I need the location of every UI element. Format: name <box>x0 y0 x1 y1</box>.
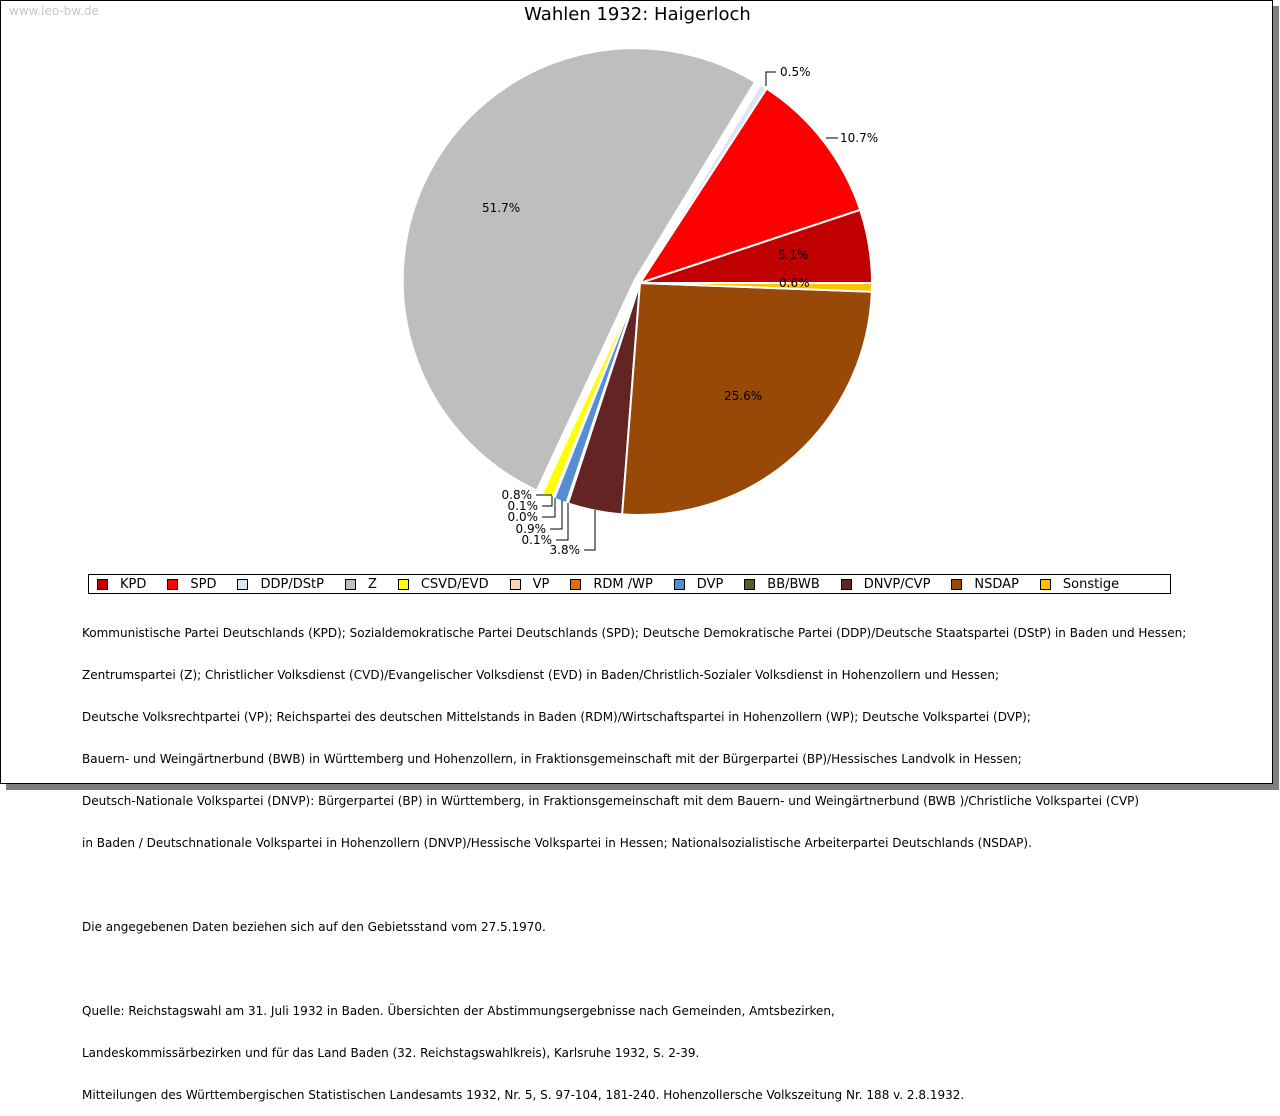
legend-label: Z <box>367 576 377 592</box>
note-parties-2: Deutsche Volksrechtpartei (VP); Reichspa… <box>82 710 1031 724</box>
note-source-0: Quelle: Reichstagswahl am 31. Juli 1932 … <box>82 1004 835 1018</box>
leader-line <box>556 503 569 541</box>
data-label-sonstige: 0.6% <box>779 276 810 290</box>
legend-swatch <box>744 578 756 590</box>
legend-swatch <box>397 578 409 590</box>
legend-item: VP <box>509 576 550 592</box>
data-label-csvd-evd: 0.8% <box>502 488 533 502</box>
legend-label: Sonstige <box>1062 576 1120 592</box>
note-parties-3: Bauern- und Weingärtnerbund (BWB) in Wür… <box>82 752 1022 766</box>
legend-item: CSVD/EVD <box>397 576 489 592</box>
legend-item: RDM /WP <box>570 576 653 592</box>
pie-slice-ddp-dstp <box>639 83 768 284</box>
note-source-1: Landeskommissärbezirken und für das Land… <box>82 1046 700 1060</box>
data-label-vp: 0.1% <box>508 499 539 513</box>
legend-swatch <box>237 578 249 590</box>
note-parties-1: Zentrumspartei (Z); Christlicher Volksdi… <box>82 668 1000 682</box>
legend-item: BB/BWB <box>744 576 820 592</box>
data-label-ddp-dstp: 0.5% <box>780 65 811 79</box>
legend-swatch <box>167 578 179 590</box>
data-label-kpd: 5.1% <box>778 248 809 262</box>
note-parties-5: in Baden / Deutschnationale Volkspartei … <box>82 836 1032 850</box>
data-label-dnvp-cvp: 3.8% <box>550 543 581 557</box>
legend-swatch <box>840 578 852 590</box>
data-label-rdm-wp: 0.0% <box>508 510 539 524</box>
legend-label: DDP/DStP <box>260 576 324 592</box>
legend-item: DDP/DStP <box>237 576 324 592</box>
legend-swatch <box>673 578 685 590</box>
legend-item: DVP <box>673 576 724 592</box>
chart-title: Wahlen 1932: Haigerloch <box>524 4 751 25</box>
legend-item: DNVP/CVP <box>840 576 931 592</box>
note-parties-0: Kommunistische Partei Deutschlands (KPD)… <box>82 626 1187 640</box>
legend-swatch <box>344 578 356 590</box>
legend-label: RDM /WP <box>593 576 653 592</box>
data-label-bb-bwb: 0.1% <box>522 533 553 547</box>
leader-line <box>550 500 563 530</box>
leader-line <box>542 496 553 507</box>
data-label-spd: 10.7% <box>840 131 878 145</box>
pie-slice-spd <box>637 87 862 285</box>
legend-label: CSVD/EVD <box>420 576 489 592</box>
footnotes: Kommunistische Partei Deutschlands (KPD)… <box>82 598 1186 1116</box>
legend-label: SPD <box>190 576 217 592</box>
legend-label: NSDAP <box>974 576 1019 592</box>
legend-item: NSDAP <box>951 577 1019 592</box>
pie-slice-nsdap <box>621 281 873 516</box>
data-label-nsdap: 25.6% <box>724 389 762 403</box>
legend-item: Z <box>344 576 377 592</box>
legend-swatch <box>1039 578 1051 590</box>
leader-line <box>584 510 596 551</box>
legend-label: DNVP/CVP <box>863 576 931 592</box>
pie-slice-z <box>401 47 757 492</box>
legend-swatch <box>951 578 963 590</box>
legend-label: DVP <box>696 576 724 592</box>
leader-line <box>765 71 776 86</box>
pie-slice-sonstige <box>639 282 874 293</box>
note-parties-4: Deutsch-Nationale Volkspartei (DNVP): Bü… <box>82 794 1140 808</box>
pie-chart: 5.1%10.7%0.5%51.7%0.8%0.1%0.0%0.9%0.1%3.… <box>401 47 878 557</box>
legend-swatch <box>509 578 521 590</box>
legend-swatch <box>97 578 108 590</box>
data-label-dvp: 0.9% <box>516 522 547 536</box>
legend-swatch <box>570 578 582 590</box>
legend-item: SPD <box>167 577 216 592</box>
data-label-z: 51.7% <box>482 201 520 215</box>
legend-item: KPD <box>97 577 146 592</box>
watermark: www.leo-bw.de <box>9 4 99 18</box>
legend: KPD SPD DDP/DStP Z CSVD/EVD VP RDM /WP DVP BB/BW… <box>88 574 1171 594</box>
note-source-2: Mitteilungen des Württembergischen Stati… <box>82 1088 965 1102</box>
legend-label: BB/BWB <box>767 576 820 592</box>
legend-label: KPD <box>120 576 147 592</box>
leader-line <box>542 498 556 518</box>
legend-label: VP <box>532 576 550 592</box>
legend-item: Sonstige <box>1039 576 1120 592</box>
note-territory: Die angegebenen Daten beziehen sich auf … <box>82 920 546 934</box>
